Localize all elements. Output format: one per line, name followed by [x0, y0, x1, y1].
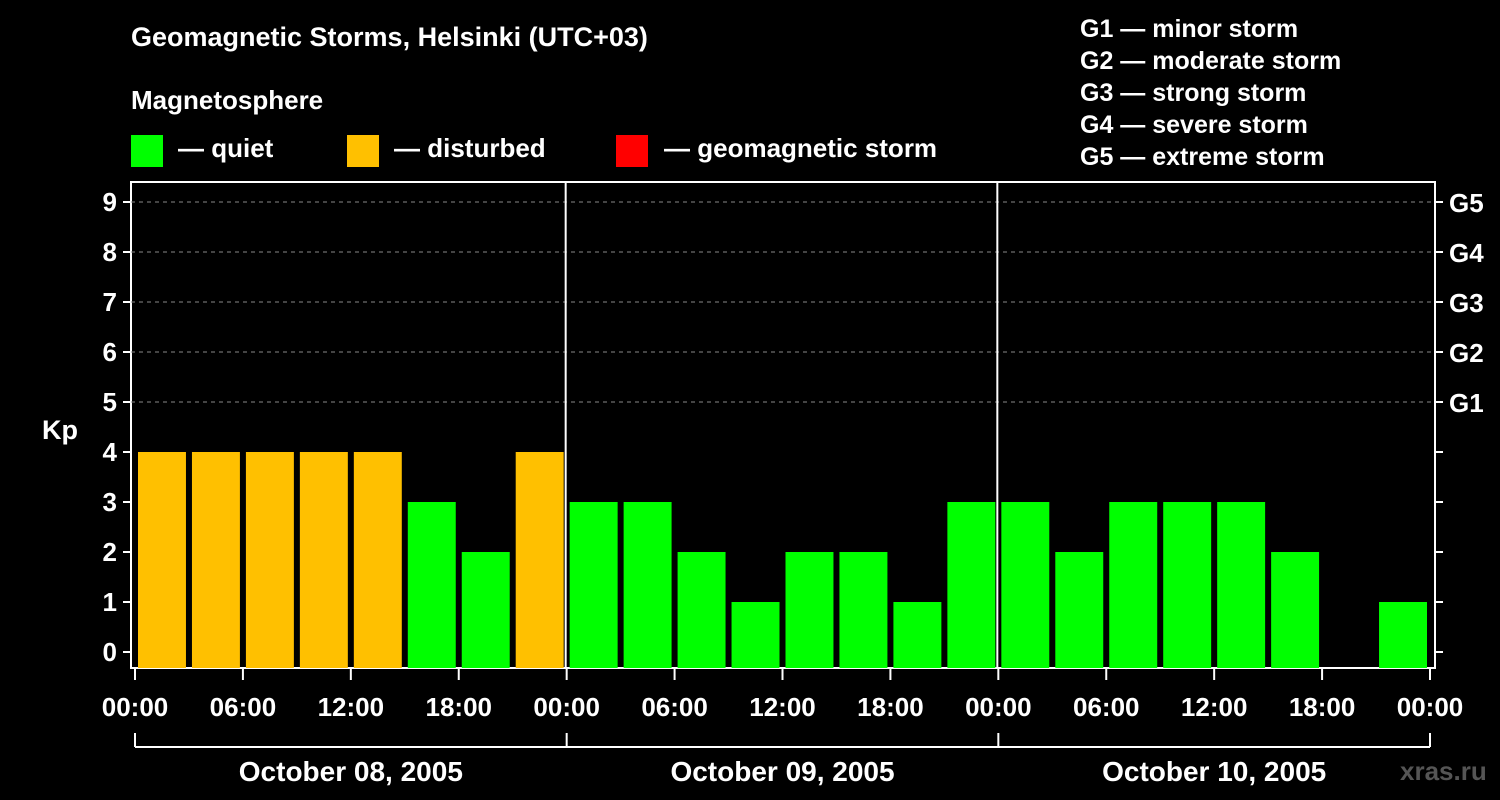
g-level-label-g3: G3 [1449, 288, 1484, 318]
legend-swatch-quiet [131, 135, 163, 167]
y-axis-label: Kp [42, 415, 78, 445]
x-tick-label-6: 12:00 [749, 692, 816, 722]
bar-day1-slot1 [138, 452, 186, 668]
y-tick-label-7: 7 [103, 287, 117, 317]
g-level-label-g2: G2 [1449, 338, 1484, 368]
y-tick-label-8: 8 [103, 237, 117, 267]
legend-label-quiet: — quiet [178, 133, 274, 163]
bar-day3-slot3 [1109, 502, 1158, 668]
g-level-label-g4: G4 [1449, 238, 1484, 268]
x-tick-label-5: 06:00 [641, 692, 708, 722]
x-tick-label-9: 06:00 [1073, 692, 1140, 722]
y-tick-label-6: 6 [103, 337, 117, 367]
x-tick-label-12: 00:00 [1397, 692, 1464, 722]
bar-day3-slot8 [1379, 602, 1427, 668]
bar-day2-slot7 [893, 602, 942, 668]
g-level-label-g5: G5 [1449, 188, 1484, 218]
bar-day1-slot8 [515, 452, 564, 668]
bar-day1-slot7 [461, 552, 510, 668]
legend-label-storm: — geomagnetic storm [664, 133, 938, 163]
y-tick-label-2: 2 [103, 537, 117, 567]
bar-day1-slot4 [299, 452, 348, 668]
day-label-2: October 09, 2005 [670, 756, 894, 787]
storm-scale-g1: G1 — minor storm [1080, 15, 1299, 43]
bar-day3-slot4 [1163, 502, 1212, 668]
legend-swatch-storm [616, 135, 648, 167]
y-tick-label-4: 4 [103, 437, 118, 467]
x-tick-label-1: 06:00 [210, 692, 277, 722]
bar-day3-slot1 [1001, 502, 1050, 668]
y-tick-label-9: 9 [103, 187, 117, 217]
storm-scale-g3: G3 — strong storm [1080, 79, 1307, 107]
x-tick-label-0: 00:00 [102, 692, 169, 722]
storm-scale-g4: G4 — severe storm [1080, 111, 1308, 139]
bar-day1-slot5 [353, 452, 402, 668]
bar-day2-slot6 [839, 552, 888, 668]
legend-label-disturbed: — disturbed [394, 133, 546, 163]
y-tick-label-0: 0 [103, 637, 117, 667]
bar-day2-slot3 [677, 552, 726, 668]
magnetosphere-label: Magnetosphere [131, 85, 324, 115]
storm-scale-g2: G2 — moderate storm [1080, 47, 1342, 75]
bar-day2-slot2 [623, 502, 672, 668]
bar-day3-slot2 [1055, 552, 1104, 668]
y-tick-label-5: 5 [103, 387, 117, 417]
legend-swatch-disturbed [347, 135, 379, 167]
x-tick-label-11: 18:00 [1289, 692, 1356, 722]
chart-title: Geomagnetic Storms, Helsinki (UTC+03) [131, 22, 648, 52]
day-label-1: October 08, 2005 [239, 756, 463, 787]
y-tick-label-3: 3 [103, 487, 117, 517]
x-tick-label-4: 00:00 [533, 692, 600, 722]
x-tick-label-7: 18:00 [857, 692, 924, 722]
x-tick-label-3: 18:00 [426, 692, 493, 722]
bar-day1-slot6 [407, 502, 456, 668]
watermark: xras.ru [1400, 756, 1487, 786]
bar-day1-slot3 [245, 452, 294, 668]
bar-day3-slot5 [1217, 502, 1266, 668]
x-tick-label-2: 12:00 [318, 692, 385, 722]
g-level-label-g1: G1 [1449, 388, 1484, 418]
bar-day2-slot1 [569, 502, 618, 668]
x-tick-label-10: 12:00 [1181, 692, 1248, 722]
day-label-3: October 10, 2005 [1102, 756, 1326, 787]
storm-scale-g5: G5 — extreme storm [1080, 143, 1325, 171]
bar-day2-slot4 [731, 602, 780, 668]
bar-day2-slot5 [785, 552, 834, 668]
bar-day1-slot2 [191, 452, 240, 668]
x-tick-label-8: 00:00 [965, 692, 1032, 722]
bar-day2-slot8 [947, 502, 996, 668]
bar-day3-slot6 [1271, 552, 1320, 668]
y-tick-label-1: 1 [103, 587, 117, 617]
